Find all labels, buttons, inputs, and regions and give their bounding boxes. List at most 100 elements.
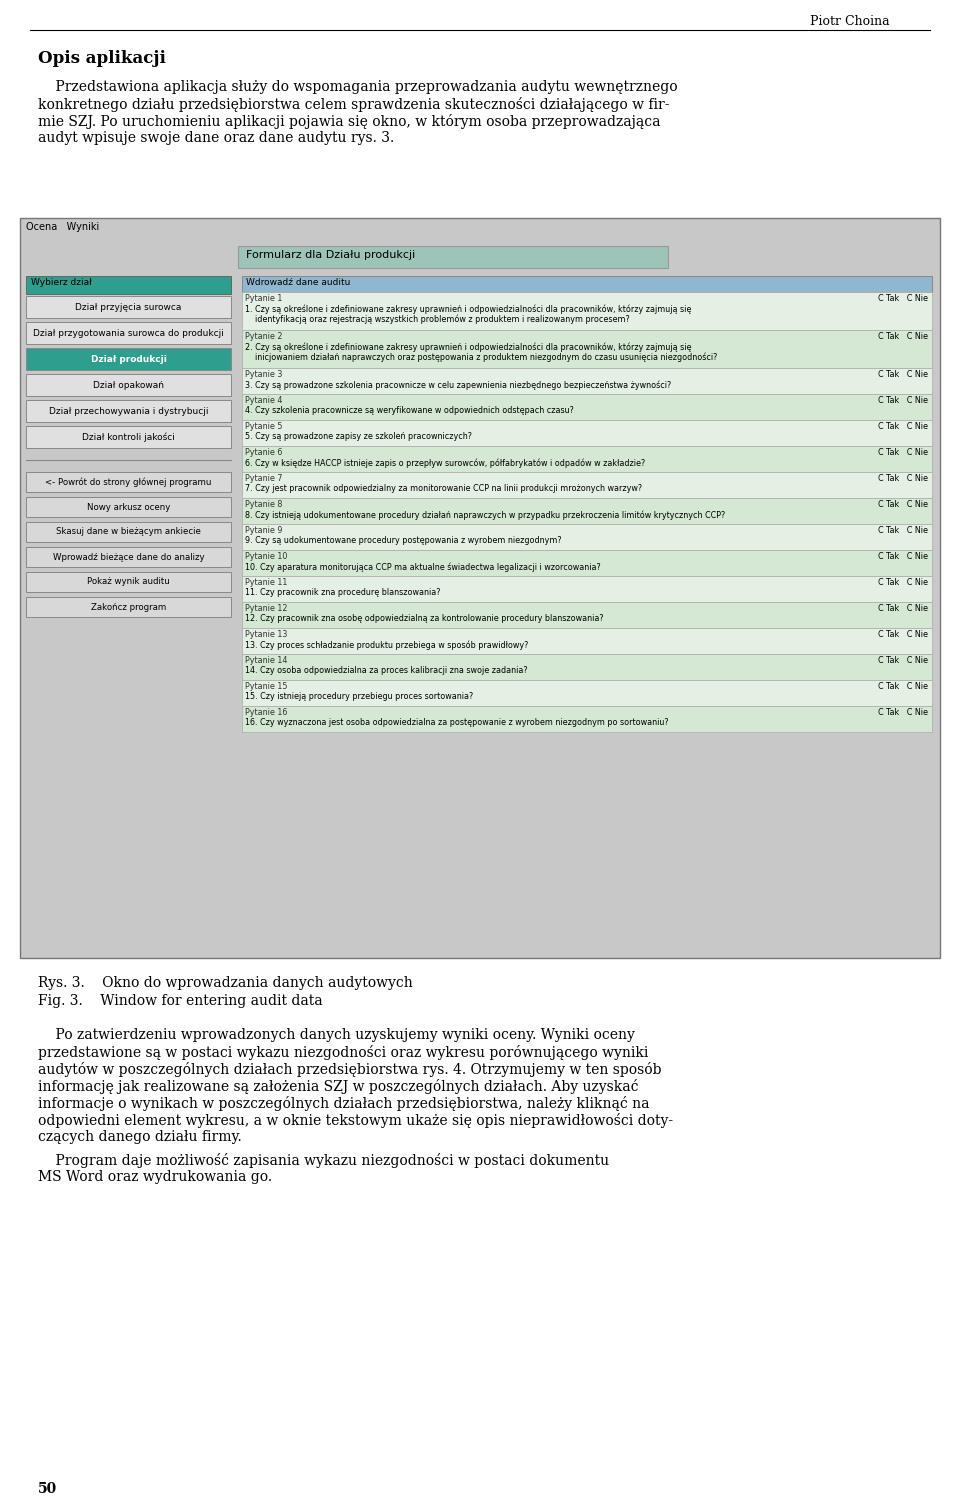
Text: Pytanie 16: Pytanie 16 bbox=[245, 708, 287, 717]
Text: C Tak   C Nie: C Tak C Nie bbox=[878, 474, 928, 483]
Bar bbox=[26, 496, 231, 517]
Bar bbox=[26, 277, 231, 293]
Bar bbox=[242, 576, 932, 602]
Text: Pytanie 7: Pytanie 7 bbox=[245, 474, 282, 483]
Text: Nowy arkusz oceny: Nowy arkusz oceny bbox=[86, 502, 170, 511]
Text: Pytanie 9: Pytanie 9 bbox=[245, 526, 282, 535]
Bar bbox=[26, 347, 231, 370]
Text: Piotr Choina: Piotr Choina bbox=[810, 15, 890, 29]
Text: audytów w poszczególnych działach przedsiębiorstwa rys. 4. Otrzymujemy w ten spo: audytów w poszczególnych działach przeds… bbox=[38, 1062, 661, 1077]
Bar bbox=[242, 654, 932, 680]
Bar bbox=[26, 572, 231, 593]
Bar bbox=[242, 420, 932, 447]
Text: Pytanie 4: Pytanie 4 bbox=[245, 396, 282, 405]
Text: Dział przechowywania i dystrybucji: Dział przechowywania i dystrybucji bbox=[49, 406, 208, 415]
Text: Pytanie 1: Pytanie 1 bbox=[245, 293, 282, 302]
Text: Pytanie 13: Pytanie 13 bbox=[245, 630, 287, 639]
Bar bbox=[20, 218, 940, 958]
Text: 11. Czy pracownik zna procedurę blanszowania?: 11. Czy pracownik zna procedurę blanszow… bbox=[245, 588, 441, 597]
Text: Pytanie 2: Pytanie 2 bbox=[245, 332, 282, 341]
Text: Zakończ program: Zakończ program bbox=[91, 603, 166, 612]
Text: identyfikacją oraz rejestracją wszystkich problemów z produktem i realizowanym p: identyfikacją oraz rejestracją wszystkic… bbox=[245, 314, 630, 325]
Text: Wdrowadź dane auditu: Wdrowadź dane auditu bbox=[246, 278, 350, 287]
Bar bbox=[26, 472, 231, 492]
Text: Dział przyjęcia surowca: Dział przyjęcia surowca bbox=[75, 302, 181, 311]
Text: Pytanie 10: Pytanie 10 bbox=[245, 552, 287, 561]
Text: 5. Czy są prowadzone zapisy ze szkoleń pracowniczych?: 5. Czy są prowadzone zapisy ze szkoleń p… bbox=[245, 432, 472, 441]
Bar bbox=[242, 472, 932, 498]
Bar bbox=[242, 447, 932, 472]
Text: Opis aplikacji: Opis aplikacji bbox=[38, 50, 166, 68]
Text: C Tak   C Nie: C Tak C Nie bbox=[878, 578, 928, 587]
Text: 50: 50 bbox=[38, 1481, 58, 1496]
Text: MS Word oraz wydrukowania go.: MS Word oraz wydrukowania go. bbox=[38, 1170, 272, 1184]
Text: 12. Czy pracownik zna osobę odpowiedzialną za kontrolowanie procedury blanszowan: 12. Czy pracownik zna osobę odpowiedzial… bbox=[245, 614, 604, 623]
Bar bbox=[26, 547, 231, 567]
Text: C Tak   C Nie: C Tak C Nie bbox=[878, 708, 928, 717]
Bar bbox=[242, 550, 932, 576]
Text: Wybierz dział: Wybierz dział bbox=[31, 278, 92, 287]
Text: Pytanie 11: Pytanie 11 bbox=[245, 578, 287, 587]
Text: 14. Czy osoba odpowiedzialna za proces kalibracji zna swoje zadania?: 14. Czy osoba odpowiedzialna za proces k… bbox=[245, 666, 528, 675]
Text: konkretnego działu przedsiębiorstwa celem sprawdzenia skuteczności działającego : konkretnego działu przedsiębiorstwa cele… bbox=[38, 96, 669, 111]
Text: mie SZJ. Po uruchomieniu aplikacji pojawia się okno, w którym osoba przeprowadza: mie SZJ. Po uruchomieniu aplikacji pojaw… bbox=[38, 114, 660, 129]
Text: C Tak   C Nie: C Tak C Nie bbox=[878, 396, 928, 405]
Text: Pokaż wynik auditu: Pokaż wynik auditu bbox=[87, 578, 170, 587]
Text: 15. Czy istnieją procedury przebiegu proces sortowania?: 15. Czy istnieją procedury przebiegu pro… bbox=[245, 692, 473, 701]
Text: 2. Czy są określone i zdefiniowane zakresy uprawnień i odpowiedzialności dla pra: 2. Czy są określone i zdefiniowane zakre… bbox=[245, 341, 691, 352]
Text: C Tak   C Nie: C Tak C Nie bbox=[878, 448, 928, 457]
Text: Po zatwierdzeniu wprowadzonych danych uzyskujemy wyniki oceny. Wyniki oceny: Po zatwierdzeniu wprowadzonych danych uz… bbox=[38, 1029, 635, 1042]
Text: 10. Czy aparatura monitorująca CCP ma aktualne świadectwa legalizacji i wzorcowa: 10. Czy aparatura monitorująca CCP ma ak… bbox=[245, 562, 601, 572]
Text: audyt wpisuje swoje dane oraz dane audytu rys. 3.: audyt wpisuje swoje dane oraz dane audyt… bbox=[38, 131, 395, 144]
Text: Pytanie 12: Pytanie 12 bbox=[245, 605, 287, 614]
Bar bbox=[242, 629, 932, 654]
Bar bbox=[242, 277, 932, 292]
Bar bbox=[242, 292, 932, 329]
Text: Pytanie 15: Pytanie 15 bbox=[245, 681, 287, 690]
Bar bbox=[26, 322, 231, 344]
Text: 1. Czy są określone i zdefiniowane zakresy uprawnień i odpowiedzialności dla pra: 1. Czy są określone i zdefiniowane zakre… bbox=[245, 304, 691, 313]
Text: C Tak   C Nie: C Tak C Nie bbox=[878, 526, 928, 535]
Text: 8. Czy istnieją udokumentowane procedury działań naprawczych w przypadku przekro: 8. Czy istnieją udokumentowane procedury… bbox=[245, 510, 725, 519]
Text: 13. Czy proces schładzanie produktu przebiega w sposób prawidłowy?: 13. Czy proces schładzanie produktu prze… bbox=[245, 641, 528, 650]
Bar bbox=[26, 296, 231, 317]
Text: 16. Czy wyznaczona jest osoba odpowiedzialna za postępowanie z wyrobem niezgodny: 16. Czy wyznaczona jest osoba odpowiedzi… bbox=[245, 717, 668, 726]
Bar bbox=[26, 597, 231, 617]
Text: C Tak   C Nie: C Tak C Nie bbox=[878, 423, 928, 432]
Text: C Tak   C Nie: C Tak C Nie bbox=[878, 630, 928, 639]
Text: Program daje możliwość zapisania wykazu niezgodności w postaci dokumentu: Program daje możliwość zapisania wykazu … bbox=[38, 1154, 610, 1169]
Text: C Tak   C Nie: C Tak C Nie bbox=[878, 681, 928, 690]
Text: Dział produkcji: Dział produkcji bbox=[90, 355, 166, 364]
Bar bbox=[242, 329, 932, 368]
Text: 7. Czy jest pracownik odpowiedzialny za monitorowanie CCP na linii produkcji mro: 7. Czy jest pracownik odpowiedzialny za … bbox=[245, 484, 642, 493]
Bar bbox=[238, 247, 668, 268]
Text: C Tak   C Nie: C Tak C Nie bbox=[878, 293, 928, 302]
Text: Pytanie 6: Pytanie 6 bbox=[245, 448, 282, 457]
Text: Pytanie 5: Pytanie 5 bbox=[245, 423, 282, 432]
Bar bbox=[242, 368, 932, 394]
Text: C Tak   C Nie: C Tak C Nie bbox=[878, 656, 928, 665]
Text: czących danego działu firmy.: czących danego działu firmy. bbox=[38, 1130, 242, 1145]
Text: Fig. 3.    Window for entering audit data: Fig. 3. Window for entering audit data bbox=[38, 994, 323, 1008]
Bar bbox=[242, 523, 932, 550]
Bar bbox=[26, 522, 231, 541]
Bar bbox=[242, 705, 932, 732]
Bar bbox=[242, 602, 932, 629]
Text: <- Powrót do strony głównej programu: <- Powrót do strony głównej programu bbox=[45, 477, 212, 487]
Text: Formularz dla Działu produkcji: Formularz dla Działu produkcji bbox=[246, 250, 416, 260]
Bar bbox=[26, 374, 231, 396]
Text: odpowiedni element wykresu, a w oknie tekstowym ukaże się opis nieprawidłowości : odpowiedni element wykresu, a w oknie te… bbox=[38, 1113, 673, 1128]
Text: Pytanie 3: Pytanie 3 bbox=[245, 370, 282, 379]
Bar bbox=[242, 680, 932, 705]
Text: informacje o wynikach w poszczególnych działach przedsiębiorstwa, należy kliknąć: informacje o wynikach w poszczególnych d… bbox=[38, 1096, 650, 1111]
Text: informację jak realizowane są założenia SZJ w poszczególnych działach. Aby uzysk: informację jak realizowane są założenia … bbox=[38, 1078, 638, 1093]
Text: C Tak   C Nie: C Tak C Nie bbox=[878, 370, 928, 379]
Text: C Tak   C Nie: C Tak C Nie bbox=[878, 605, 928, 614]
Text: 4. Czy szkolenia pracownicze są weryfikowane w odpowiednich odstępach czasu?: 4. Czy szkolenia pracownicze są weryfiko… bbox=[245, 406, 574, 415]
Text: Dział przygotowania surowca do produkcji: Dział przygotowania surowca do produkcji bbox=[33, 328, 224, 337]
Text: Ocena   Wyniki: Ocena Wyniki bbox=[26, 223, 99, 232]
Text: Dział kontroli jakości: Dział kontroli jakości bbox=[82, 432, 175, 442]
Text: inicjowaniem działań naprawczych oraz postępowania z produktem niezgodnym do cza: inicjowaniem działań naprawczych oraz po… bbox=[245, 353, 717, 362]
Text: C Tak   C Nie: C Tak C Nie bbox=[878, 499, 928, 508]
Bar bbox=[26, 400, 231, 423]
